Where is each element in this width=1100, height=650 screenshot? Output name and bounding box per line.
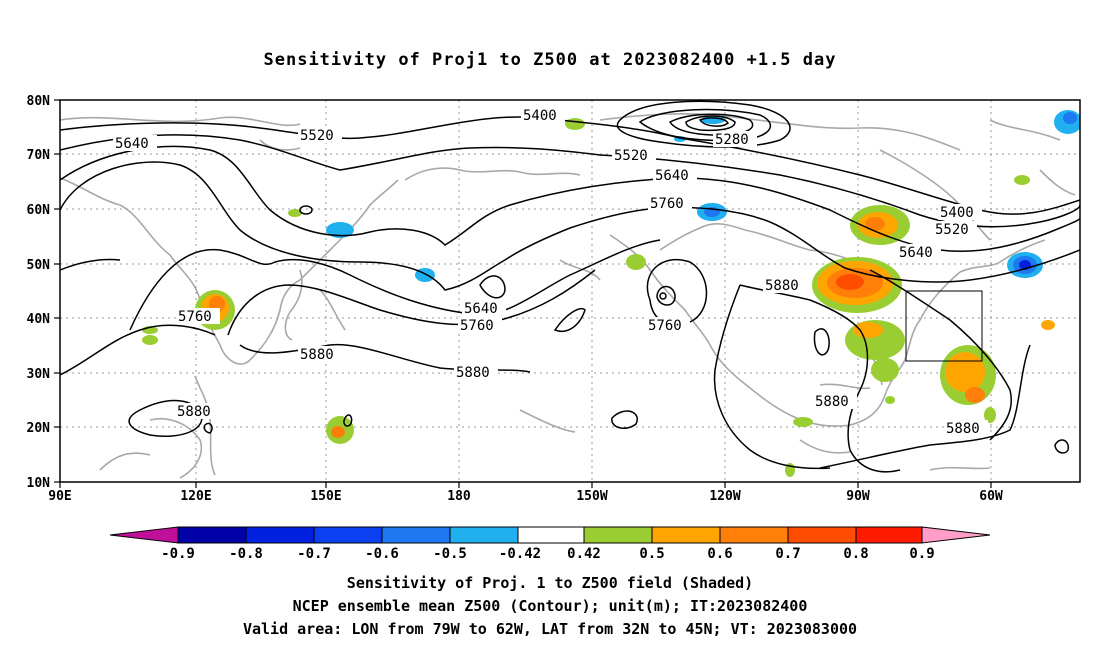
colorbar-neg-tip <box>109 526 179 544</box>
colorbar-label: 0.6 <box>707 546 732 562</box>
contour-label: 5280 <box>715 132 749 148</box>
lon-label: 180 <box>447 489 471 504</box>
lat-label: 10N <box>27 476 51 491</box>
lat-label: 40N <box>27 312 51 327</box>
colorbar-swatch <box>651 526 721 544</box>
lon-label: 90E <box>48 489 71 504</box>
lat-label: 80N <box>27 94 51 109</box>
contour-label: 5880 <box>765 278 799 294</box>
contour-label: 5760 <box>460 318 494 334</box>
lon-label: 60W <box>979 489 1003 504</box>
colorbar-label: 0.5 <box>639 546 664 562</box>
lon-label: 90W <box>846 489 870 504</box>
contour-label: 5520 <box>935 222 969 238</box>
lat-label: 70N <box>27 148 51 163</box>
contour-label: 5880 <box>300 347 334 363</box>
colorbar-swatch <box>855 526 923 544</box>
longitude-labels: 90E 120E 150E 180 150W 120W 90W 60W <box>48 489 1003 504</box>
contour-label: 5640 <box>464 301 498 317</box>
colorbar-swatch <box>583 526 653 544</box>
colorbar-swatch <box>719 526 789 544</box>
colorbar-swatch <box>381 526 451 544</box>
colorbar-label: -0.9 <box>161 546 195 562</box>
colorbar-swatch <box>313 526 383 544</box>
lon-label: 150W <box>576 489 607 504</box>
latitude-labels: 80N 70N 60N 50N 40N 30N 20N 10N <box>27 94 51 491</box>
map-gridlines <box>60 100 1080 482</box>
contour-label: 5520 <box>614 148 648 164</box>
map-ticks <box>54 99 992 488</box>
colorbar-swatch <box>245 526 315 544</box>
contour-label: 5880 <box>815 394 849 410</box>
z500-contours <box>60 100 1080 473</box>
map-area: 5400 5520 5640 5280 5520 5640 5760 5400 … <box>60 100 1080 482</box>
colorbar-label: 0.8 <box>843 546 868 562</box>
contour-label: 5760 <box>648 318 682 334</box>
footer-line-3: Valid area: LON from 79W to 62W, LAT fro… <box>242 620 858 638</box>
map-frame <box>59 99 1081 483</box>
colorbar-swatch <box>177 526 247 544</box>
lon-label: 120E <box>180 489 211 504</box>
contour-label: 5400 <box>940 205 974 221</box>
colorbar-label: 0.9 <box>909 546 934 562</box>
lat-label: 30N <box>27 367 51 382</box>
colorbar-label: -0.42 <box>499 546 541 562</box>
colorbar-swatch <box>517 526 585 544</box>
lon-label: 120W <box>709 489 740 504</box>
contour-label: 5400 <box>523 108 557 124</box>
colorbar <box>109 526 991 544</box>
valid-area-box <box>905 290 983 362</box>
lon-label: 150E <box>310 489 341 504</box>
lat-label: 20N <box>27 421 51 436</box>
lat-label: 50N <box>27 258 51 273</box>
colorbar-labels: -0.9 -0.8 -0.7 -0.6 -0.5 -0.42 0.42 0.5 … <box>161 546 935 562</box>
colorbar-label: 0.42 <box>567 546 601 562</box>
colorbar-label: 0.7 <box>775 546 800 562</box>
colorbar-label: -0.7 <box>297 546 331 562</box>
footer-line-2: NCEP ensemble mean Z500 (Contour); unit(… <box>292 597 808 615</box>
colorbar-pos-tip <box>921 526 991 544</box>
contour-label: 5520 <box>300 128 334 144</box>
contour-label: 5880 <box>946 421 980 437</box>
contour-labels: 5400 5520 5640 5280 5520 5640 5760 5400 … <box>113 107 988 437</box>
colorbar-swatch <box>449 526 519 544</box>
footer-line-1: Sensitivity of Proj. 1 to Z500 field (Sh… <box>346 574 754 592</box>
contour-label: 5760 <box>650 196 684 212</box>
colorbar-label: -0.5 <box>433 546 467 562</box>
plot-title: Sensitivity of Proj1 to Z500 at 20230824… <box>263 50 837 70</box>
contour-label: 5760 <box>178 309 212 325</box>
contour-label: 5640 <box>115 136 149 152</box>
contour-label: 5640 <box>655 168 689 184</box>
lat-label: 60N <box>27 203 51 218</box>
contour-label: 5640 <box>899 245 933 261</box>
colorbar-label: -0.8 <box>229 546 263 562</box>
colorbar-label: -0.6 <box>365 546 399 562</box>
colorbar-swatch <box>787 526 857 544</box>
contour-label: 5880 <box>456 365 490 381</box>
contour-label: 5880 <box>177 404 211 420</box>
